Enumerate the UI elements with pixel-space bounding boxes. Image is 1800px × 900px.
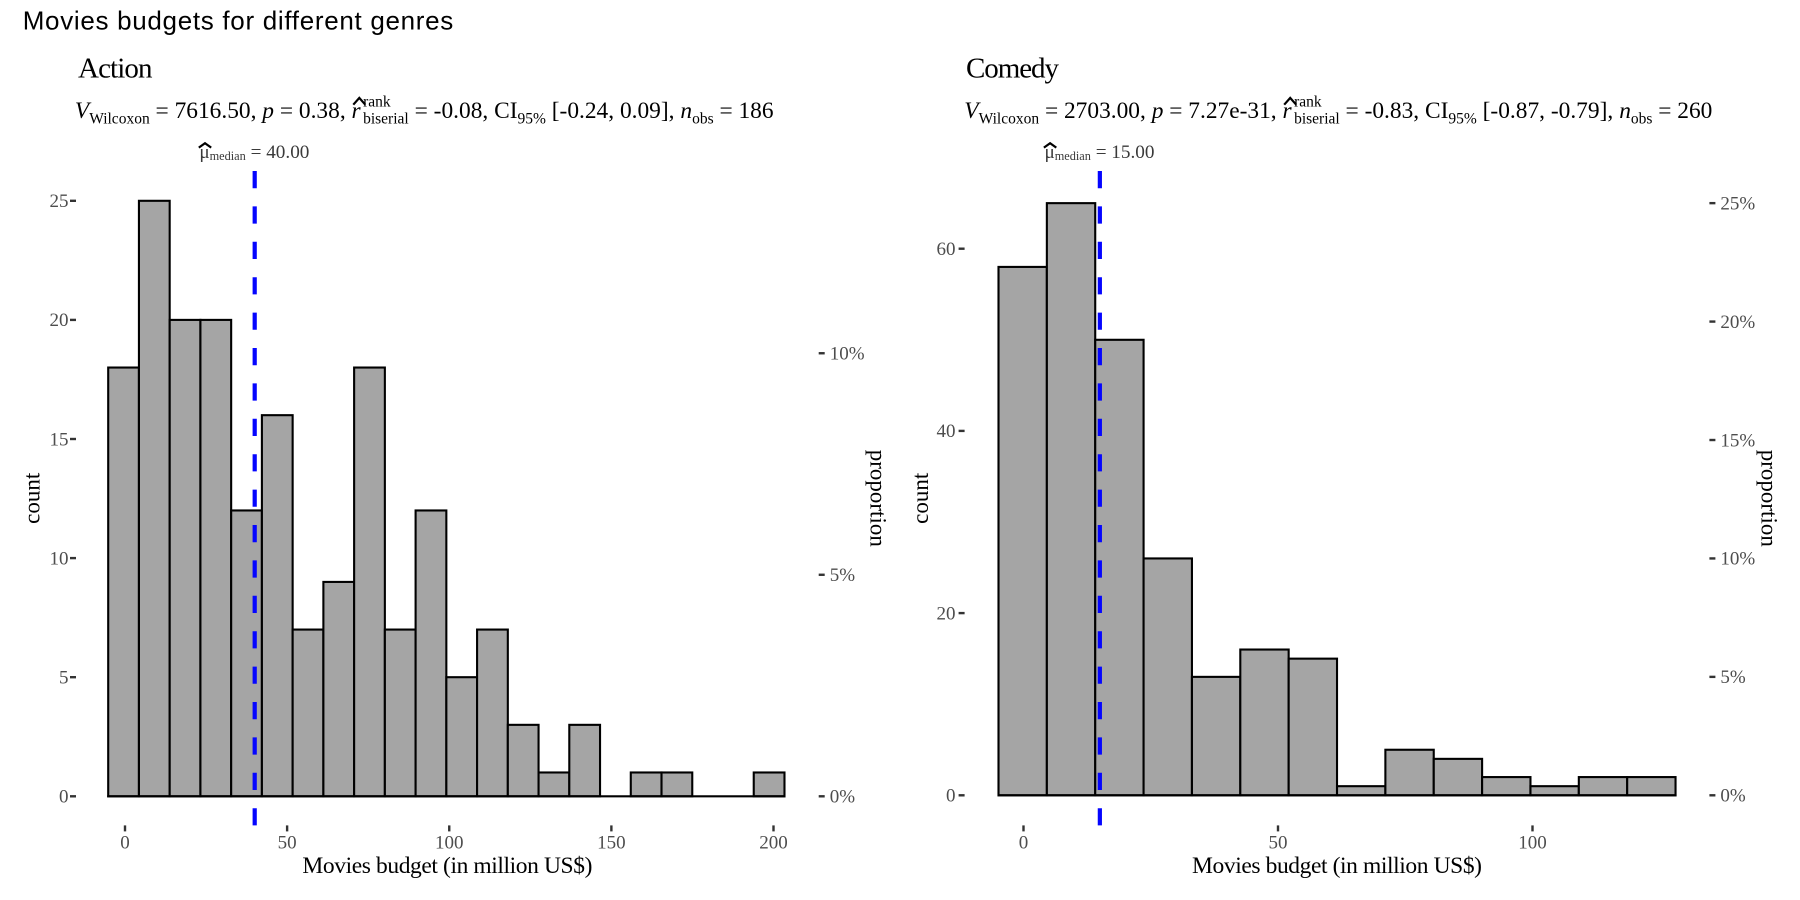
svg-text:150: 150: [597, 833, 626, 854]
svg-text:p: p: [260, 98, 274, 124]
svg-text:25: 25: [50, 191, 69, 212]
svg-text:obs: obs: [1631, 110, 1653, 127]
svg-text:200: 200: [759, 833, 788, 854]
svg-text:V: V: [964, 98, 981, 124]
svg-text:μ: μ: [199, 142, 209, 163]
svg-text:= 15.00: = 15.00: [1091, 142, 1155, 163]
svg-text:r: r: [352, 98, 362, 124]
svg-text:5%: 5%: [830, 565, 856, 586]
svg-text:15: 15: [50, 429, 69, 450]
svg-text:10%: 10%: [1720, 549, 1755, 570]
svg-text:50: 50: [278, 833, 297, 854]
svg-text:Movies budget (in million US$): Movies budget (in million US$): [1192, 853, 1482, 879]
svg-text:[-0.24, 0.09],: [-0.24, 0.09],: [546, 98, 680, 124]
svg-text:15%: 15%: [1720, 430, 1755, 451]
svg-text:[-0.87, -0.79],: [-0.87, -0.79],: [1477, 98, 1619, 124]
svg-text:Movies budgets for different g: Movies budgets for different genres: [23, 6, 454, 36]
svg-text:25%: 25%: [1720, 193, 1755, 214]
svg-text:95%: 95%: [518, 110, 547, 127]
svg-text:median: median: [210, 149, 246, 163]
svg-text:60: 60: [937, 239, 956, 260]
svg-text:10: 10: [50, 548, 69, 569]
svg-text:0%: 0%: [1720, 786, 1746, 807]
svg-text:Comedy: Comedy: [966, 53, 1060, 85]
svg-text:= 0.38,: = 0.38,: [274, 98, 352, 124]
svg-text:= 260: = 260: [1652, 98, 1712, 124]
svg-text:= -0.08, CI: = -0.08, CI: [409, 98, 518, 124]
svg-text:biserial: biserial: [363, 110, 409, 127]
svg-text:0: 0: [946, 786, 956, 807]
svg-text:V: V: [75, 98, 92, 124]
svg-text:0%: 0%: [830, 787, 856, 808]
svg-text:40: 40: [937, 421, 956, 442]
svg-text:obs: obs: [692, 110, 714, 127]
svg-text:= 2703.00,: = 2703.00,: [1039, 98, 1152, 124]
svg-text:median: median: [1055, 149, 1091, 163]
svg-text:0: 0: [120, 833, 130, 854]
svg-text:= 186: = 186: [714, 98, 774, 124]
svg-text:n: n: [680, 98, 692, 124]
svg-text:0: 0: [1019, 833, 1029, 854]
svg-text:biserial: biserial: [1294, 110, 1340, 127]
svg-text:rank: rank: [363, 93, 391, 110]
svg-text:p: p: [1150, 98, 1164, 124]
svg-text:count: count: [20, 472, 45, 524]
svg-text:= 40.00: = 40.00: [246, 142, 310, 163]
svg-text:proportion: proportion: [866, 450, 891, 548]
svg-text:μ: μ: [1045, 142, 1055, 163]
svg-text:100: 100: [1518, 833, 1547, 854]
svg-text:10%: 10%: [830, 344, 865, 365]
svg-text:100: 100: [435, 833, 464, 854]
svg-text:Wilcoxon: Wilcoxon: [89, 110, 150, 127]
svg-text:20%: 20%: [1720, 312, 1755, 333]
svg-text:20: 20: [50, 310, 69, 331]
svg-text:5%: 5%: [1720, 667, 1746, 688]
svg-text:= 7616.50,: = 7616.50,: [150, 98, 263, 124]
svg-text:Action: Action: [78, 53, 153, 85]
svg-text:r: r: [1283, 98, 1293, 124]
svg-text:n: n: [1619, 98, 1631, 124]
svg-text:20: 20: [937, 603, 956, 624]
svg-text:95%: 95%: [1448, 110, 1477, 127]
svg-text:Movies budget (in million US$): Movies budget (in million US$): [302, 853, 592, 879]
svg-text:count: count: [908, 472, 933, 524]
svg-text:0: 0: [59, 787, 69, 808]
svg-text:proportion: proportion: [1756, 450, 1781, 548]
svg-text:rank: rank: [1294, 93, 1322, 110]
svg-text:= -0.83, CI: = -0.83, CI: [1340, 98, 1449, 124]
svg-text:50: 50: [1269, 833, 1288, 854]
svg-text:Wilcoxon: Wilcoxon: [979, 110, 1040, 127]
svg-text:5: 5: [59, 668, 69, 689]
svg-text:= 7.27e-31,: = 7.27e-31,: [1163, 98, 1282, 124]
